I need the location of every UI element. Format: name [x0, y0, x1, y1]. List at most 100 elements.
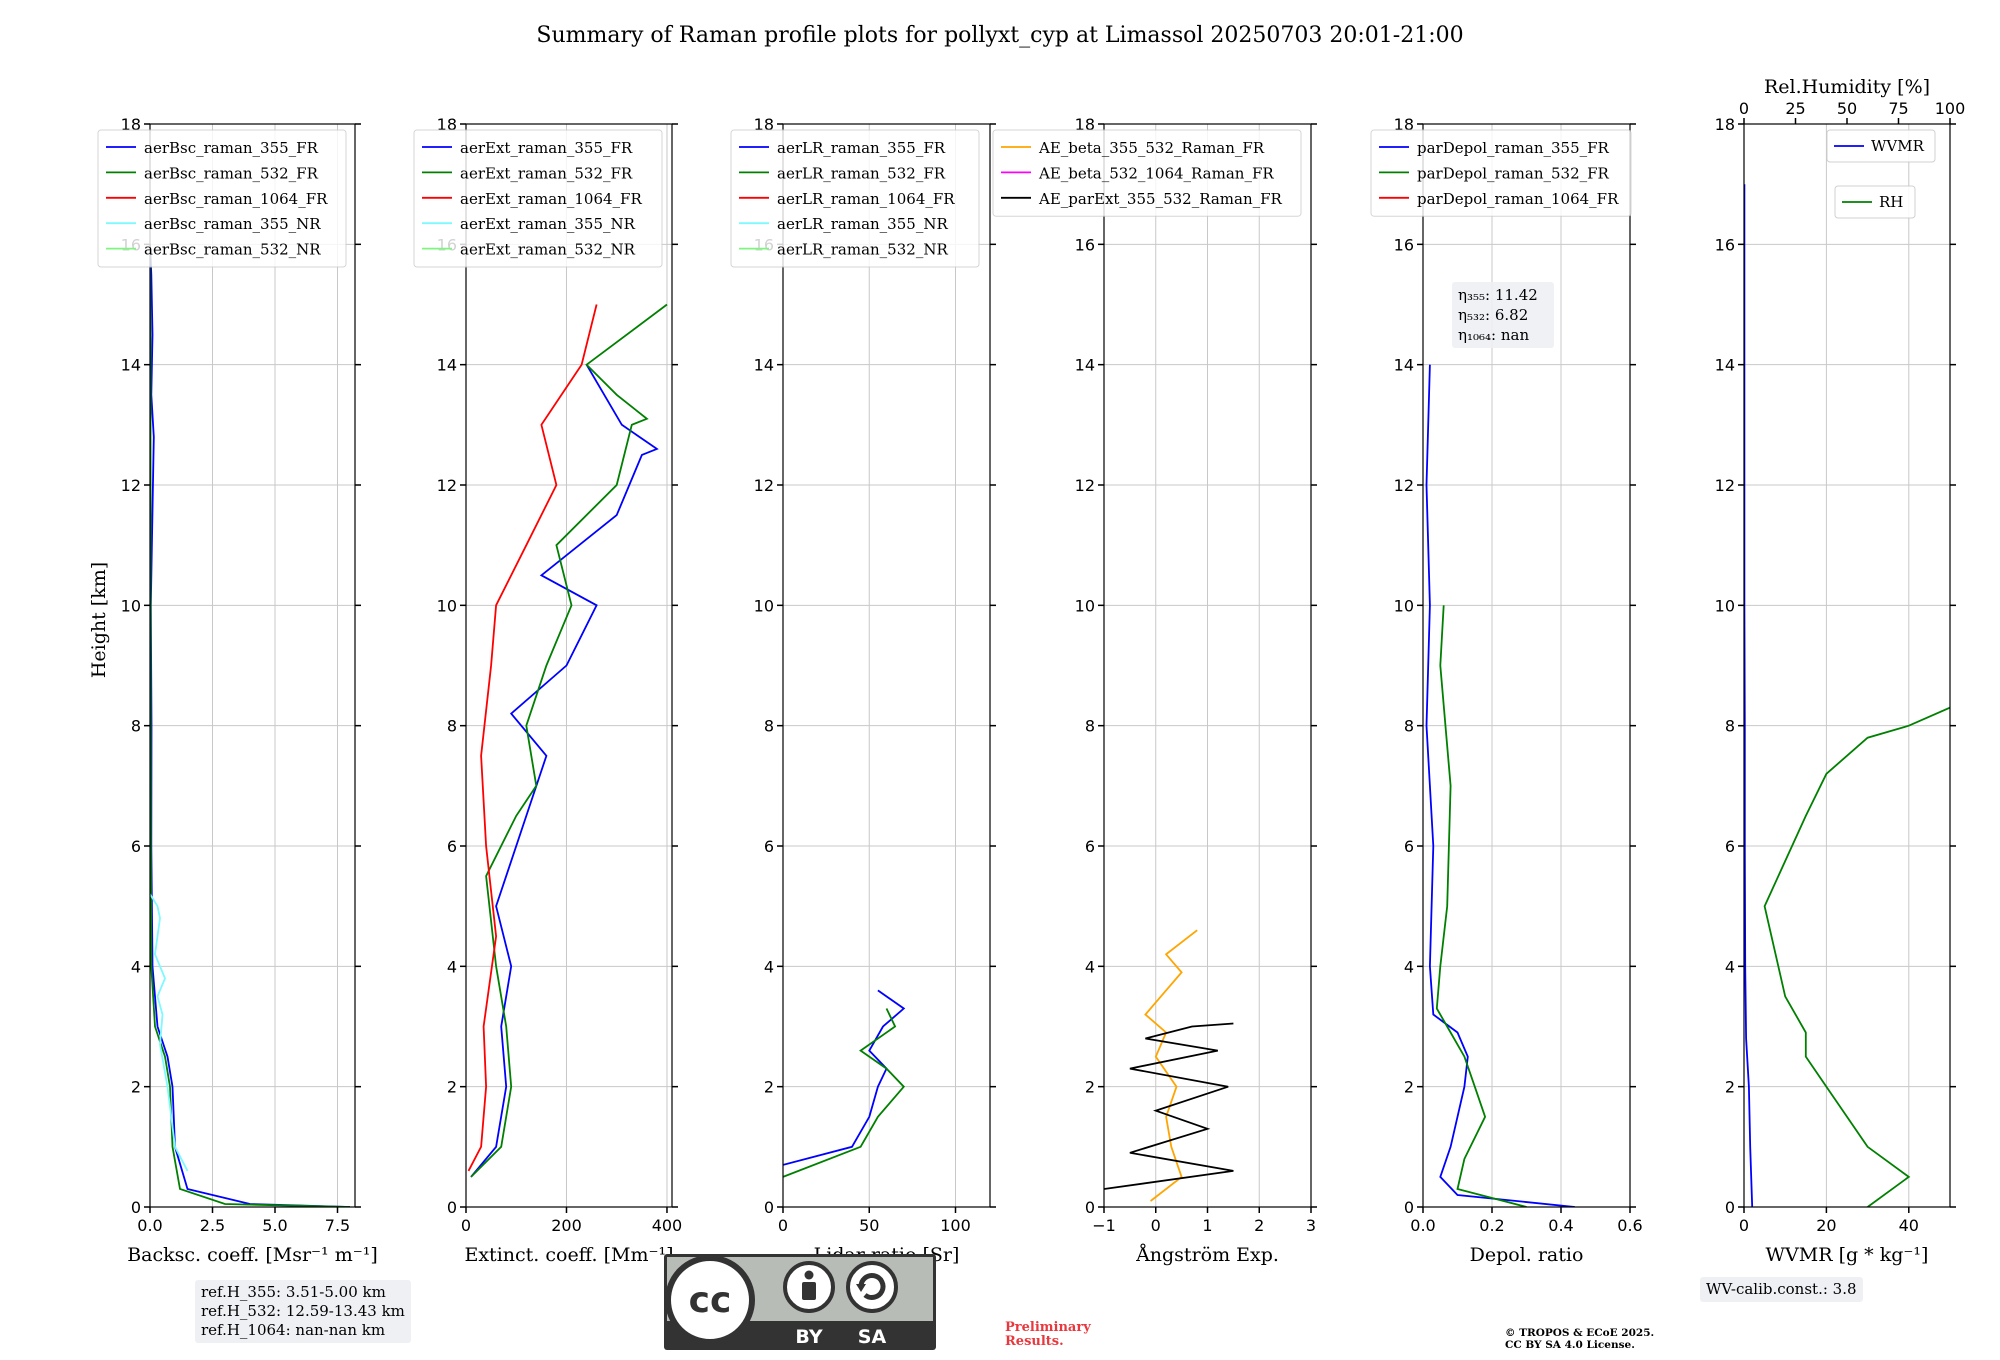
y-tick-label: 6: [131, 837, 141, 856]
series-line-AE_parExt_355_532_Raman_FR: [1104, 1022, 1234, 1190]
top-tick-label: 0: [1739, 99, 1749, 118]
panel-lidar_ratio: 024681012141618050100Lidar ratio [Sr]aer…: [730, 115, 996, 1266]
axes-frame: [782, 123, 991, 1208]
axes-frame: [1743, 123, 1951, 1208]
preliminary-line-2: Results.: [1005, 1334, 1064, 1349]
series-line-aerExt_raman_355_FR: [470, 364, 659, 1178]
y-tick-label: 12: [1394, 476, 1414, 495]
y-tick-label: 10: [437, 596, 457, 615]
y-tick-label: 18: [121, 115, 141, 134]
x-tick-label: 0.0: [1410, 1216, 1435, 1235]
series-line-WVMR: [1744, 184, 1754, 1207]
y-tick-label: 14: [121, 356, 141, 375]
legend-entry: aerLR_raman_355_FR: [777, 139, 946, 157]
x-tick-label: 40: [1899, 1216, 1919, 1235]
eta-label: η₁₀₆₄: nan: [1458, 326, 1529, 344]
series-line-parDepol_raman_532_FR: [1435, 605, 1527, 1207]
ref-height-532: ref.H_532: 12.59-13.43 km: [201, 1302, 405, 1320]
x-tick-label: 0: [1151, 1216, 1161, 1235]
legend-entry: aerExt_raman_355_NR: [460, 215, 636, 233]
legend-entry: aerBsc_raman_355_FR: [144, 139, 319, 157]
y-tick-label: 0: [131, 1198, 141, 1217]
copyright-line-1: © TROPOS & ECoE 2025.: [1505, 1327, 1655, 1339]
x-tick-label: 400: [652, 1216, 683, 1235]
y-axis-label: Height [km]: [88, 562, 110, 678]
y-tick-label: 12: [437, 476, 457, 495]
y-tick-label: 14: [437, 356, 457, 375]
legend-entry: aerLR_raman_1064_FR: [777, 190, 955, 208]
top-tick-label: 100: [1935, 99, 1966, 118]
series-line-aerExt_raman_532_FR: [470, 303, 668, 1178]
legend-box: [97, 129, 347, 268]
y-tick-label: 2: [764, 1078, 774, 1097]
x-tick-label: 1: [1202, 1216, 1212, 1235]
legend-box: [730, 129, 980, 268]
person-head-shape: [804, 1270, 814, 1280]
top-tick-label: 25: [1785, 99, 1805, 118]
legend-entry: aerExt_raman_355_FR: [460, 139, 633, 157]
x-tick-label: 0.4: [1548, 1216, 1573, 1235]
wv-calib-box: WV-calib.const.: 3.8: [1700, 1277, 1863, 1302]
y-tick-label: 14: [1075, 356, 1095, 375]
legend-entry: aerLR_raman_355_NR: [777, 215, 948, 233]
y-tick-label: 16: [1394, 235, 1414, 254]
x-axis-label: Ångström Exp.: [1135, 1244, 1279, 1266]
top-tick-label: 75: [1888, 99, 1908, 118]
cc-by-sa-license-logo: cc BY SA: [664, 1254, 936, 1350]
y-tick-label: 12: [754, 476, 774, 495]
y-tick-label: 4: [764, 957, 774, 976]
legend-box: [413, 129, 663, 268]
x-axis-label: Extinct. coeff. [Mm⁻¹]: [464, 1244, 673, 1266]
series-line-AE_beta_355_532_Raman_FR: [1144, 929, 1198, 1202]
preliminary-note: Preliminary Results.: [1005, 1321, 1091, 1349]
y-tick-label: 4: [131, 957, 141, 976]
y-tick-label: 4: [1404, 957, 1414, 976]
license-sa-label: SA: [858, 1326, 887, 1348]
cc-mark: cc: [689, 1280, 732, 1321]
x-tick-label: 2.5: [200, 1216, 225, 1235]
legend-entry: parDepol_raman_532_FR: [1417, 164, 1610, 182]
y-tick-label: 0: [1404, 1198, 1414, 1217]
legend-entry: aerBsc_raman_1064_FR: [144, 190, 328, 208]
series-line-aerLR_raman_532_FR: [783, 1008, 906, 1178]
legend-entry: AE_beta_532_1064_Raman_FR: [1038, 164, 1274, 182]
legend-entry: AE_beta_355_532_Raman_FR: [1038, 139, 1265, 157]
x-tick-label: 0.0: [137, 1216, 162, 1235]
x-tick-label: 0.2: [1479, 1216, 1504, 1235]
eta-label: η₃₅₅: 11.42: [1458, 286, 1538, 304]
series-line-RH: [1763, 706, 1950, 1207]
eta-label: η₅₃₂: 6.82: [1458, 306, 1528, 324]
x-axis-label: Depol. ratio: [1470, 1244, 1584, 1266]
y-tick-label: 6: [447, 837, 457, 856]
legend-box: [1834, 185, 1916, 219]
y-tick-label: 18: [1075, 115, 1095, 134]
y-tick-label: 8: [1085, 717, 1095, 736]
legend-entry: WVMR: [1871, 137, 1925, 155]
legend-entry: aerLR_raman_532_FR: [777, 164, 946, 182]
share-alike-arrow: [856, 1284, 866, 1292]
y-tick-label: 4: [1085, 957, 1095, 976]
y-tick-label: 0: [1085, 1198, 1095, 1217]
legend-entry: aerLR_raman_532_NR: [777, 241, 948, 259]
y-tick-label: 2: [1404, 1078, 1414, 1097]
y-tick-label: 6: [764, 837, 774, 856]
legend-entry: aerExt_raman_532_NR: [460, 241, 636, 259]
y-tick-label: 10: [1715, 596, 1735, 615]
y-tick-label: 12: [1075, 476, 1095, 495]
x-axis-label: WVMR [g * kg⁻¹]: [1766, 1244, 1929, 1266]
x-tick-label: 0: [1739, 1216, 1749, 1235]
copyright-line-2: CC BY SA 4.0 License.: [1505, 1339, 1635, 1351]
y-tick-label: 2: [1725, 1078, 1735, 1097]
y-tick-label: 6: [1404, 837, 1414, 856]
x-axis-label: Backsc. coeff. [Msr⁻¹ m⁻¹]: [127, 1244, 378, 1266]
x-tick-label: 0: [461, 1216, 471, 1235]
y-tick-label: 4: [1725, 957, 1735, 976]
series-line-aerLR_raman_355_FR: [783, 989, 906, 1166]
x-tick-label: −1: [1092, 1216, 1116, 1235]
x-tick-label: 50: [859, 1216, 879, 1235]
eta-box: [1452, 282, 1554, 348]
y-tick-label: 10: [1394, 596, 1414, 615]
